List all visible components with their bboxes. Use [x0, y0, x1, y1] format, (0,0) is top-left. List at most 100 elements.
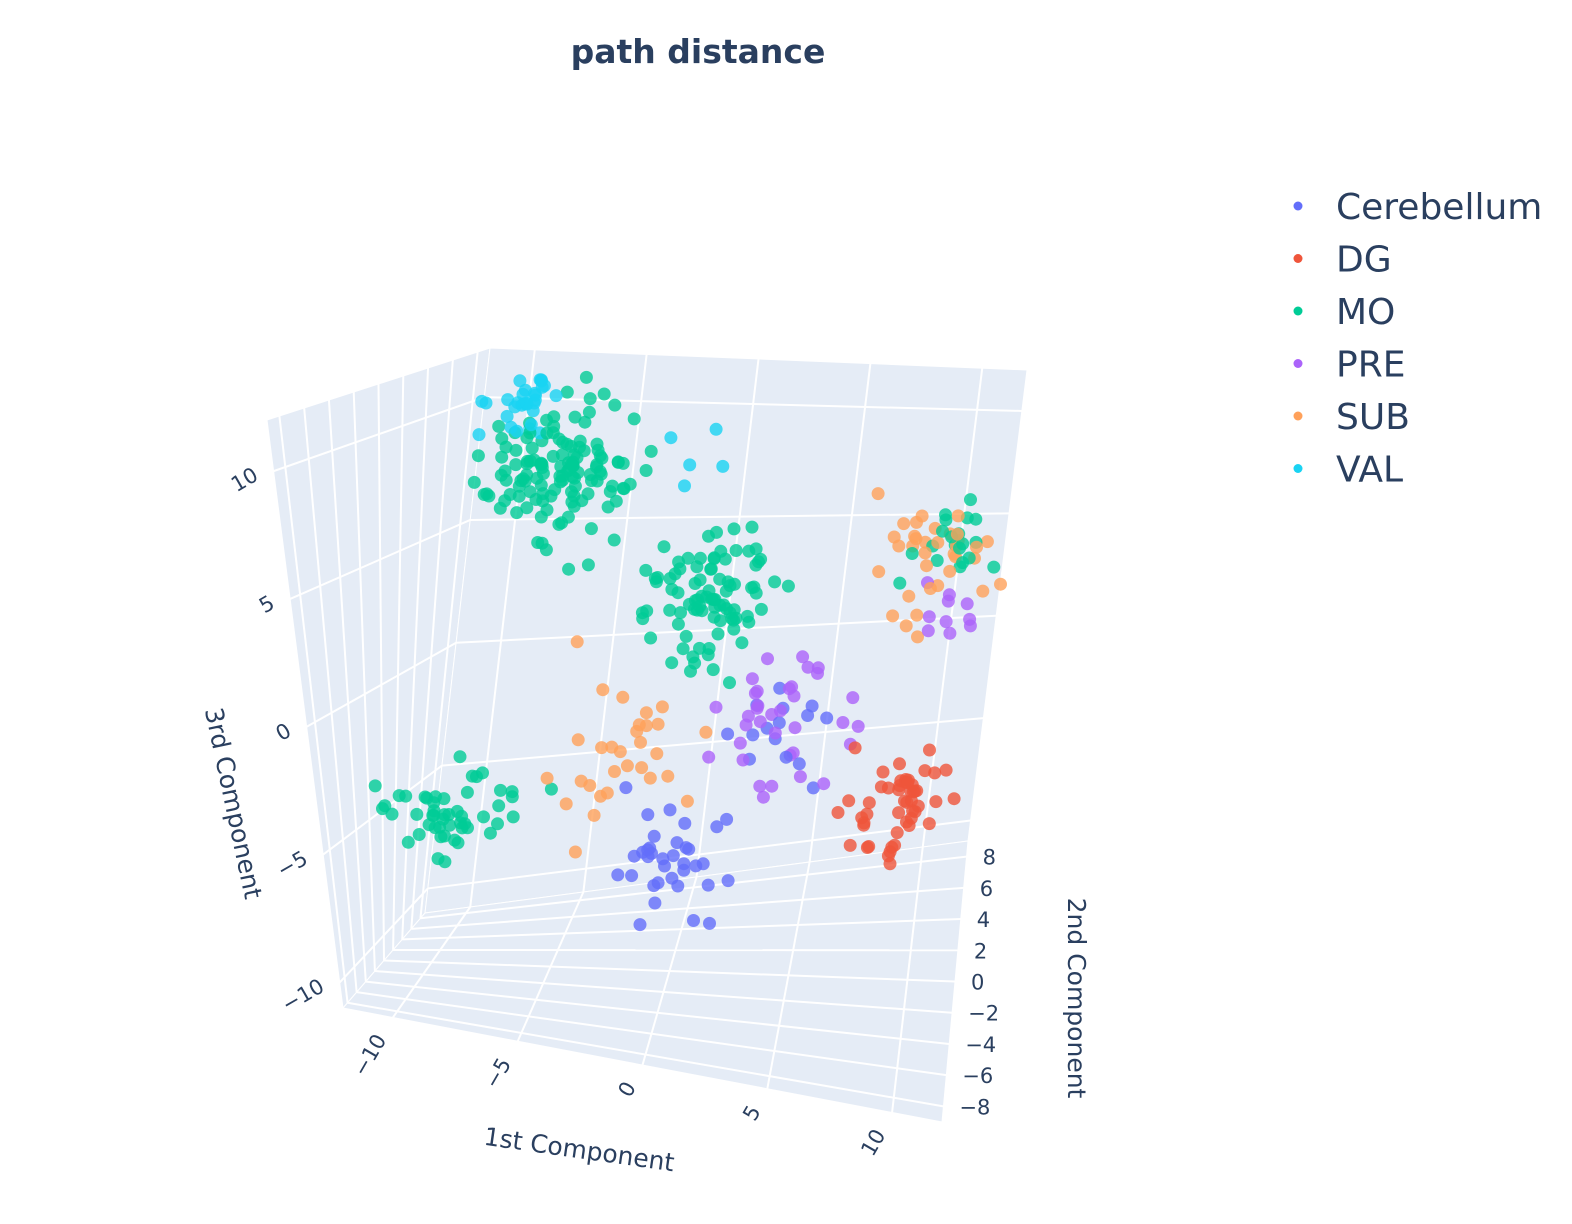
point-sub[interactable] [871, 487, 885, 501]
point-mo[interactable] [905, 547, 919, 560]
point-sub[interactable] [635, 761, 649, 775]
point-mo[interactable] [969, 512, 983, 526]
point-cerebellum[interactable] [647, 879, 661, 893]
point-pre[interactable] [750, 701, 764, 715]
point-sub[interactable] [650, 747, 664, 761]
point-sub[interactable] [923, 582, 937, 595]
point-val[interactable] [472, 428, 486, 442]
point-pre[interactable] [702, 750, 716, 764]
point-cerebellum[interactable] [820, 711, 834, 725]
point-sub[interactable] [571, 733, 585, 747]
point-dg[interactable] [906, 804, 920, 818]
point-mo[interactable] [673, 562, 687, 576]
point-mo[interactable] [636, 612, 650, 626]
point-mo[interactable] [665, 656, 679, 670]
point-cerebellum[interactable] [772, 716, 786, 730]
point-dg[interactable] [922, 817, 936, 831]
point-val[interactable] [549, 389, 563, 403]
point-mo[interactable] [410, 807, 424, 821]
point-dg[interactable] [929, 795, 943, 809]
point-pre[interactable] [756, 790, 770, 804]
point-mo[interactable] [509, 458, 523, 472]
point-mo[interactable] [714, 544, 728, 558]
point-mo[interactable] [498, 464, 512, 478]
point-mo[interactable] [567, 489, 581, 503]
point-mo[interactable] [433, 820, 447, 834]
point-mo[interactable] [663, 603, 677, 617]
point-cerebellum[interactable] [678, 816, 692, 830]
point-mo[interactable] [745, 520, 759, 534]
point-pre[interactable] [851, 719, 865, 733]
point-mo[interactable] [956, 556, 970, 570]
point-mo[interactable] [540, 503, 554, 517]
point-pre[interactable] [939, 615, 953, 629]
point-sub[interactable] [595, 741, 609, 755]
point-val[interactable] [500, 409, 514, 423]
point-mo[interactable] [987, 560, 1001, 574]
point-dg[interactable] [939, 763, 953, 777]
point-mo[interactable] [480, 487, 494, 501]
point-mo[interactable] [498, 494, 512, 508]
point-dg[interactable] [874, 780, 888, 794]
point-val[interactable] [511, 396, 525, 410]
point-sub[interactable] [540, 771, 554, 785]
point-mo[interactable] [412, 828, 426, 841]
point-cerebellum[interactable] [696, 857, 710, 871]
point-mo[interactable] [674, 606, 687, 620]
point-cerebellum[interactable] [641, 808, 655, 822]
point-cerebellum[interactable] [633, 918, 647, 932]
point-mo[interactable] [535, 461, 549, 474]
point-mo[interactable] [509, 443, 523, 457]
point-mo[interactable] [679, 629, 693, 643]
point-pre[interactable] [768, 726, 782, 740]
point-mo[interactable] [368, 779, 382, 793]
point-sub[interactable] [915, 509, 929, 523]
point-mo[interactable] [455, 809, 469, 823]
point-mo[interactable] [552, 517, 566, 531]
point-mo[interactable] [671, 586, 685, 600]
point-mo[interactable] [492, 799, 506, 813]
point-cerebellum[interactable] [805, 699, 819, 713]
point-mo[interactable] [657, 540, 671, 554]
point-dg[interactable] [881, 849, 895, 863]
point-mo[interactable] [505, 790, 519, 804]
point-pre[interactable] [709, 700, 723, 714]
point-dg[interactable] [857, 818, 871, 832]
point-cerebellum[interactable] [648, 896, 662, 910]
point-sub[interactable] [918, 546, 932, 560]
point-mo[interactable] [648, 572, 662, 585]
point-mo[interactable] [568, 410, 582, 424]
point-mo[interactable] [561, 510, 575, 524]
point-val[interactable] [664, 431, 678, 445]
point-mo[interactable] [582, 405, 596, 419]
point-mo[interactable] [607, 533, 621, 547]
point-mo[interactable] [590, 437, 604, 451]
point-pre[interactable] [748, 686, 762, 700]
point-mo[interactable] [491, 817, 504, 831]
point-pre[interactable] [811, 661, 825, 675]
point-mo[interactable] [418, 790, 432, 804]
point-sub[interactable] [596, 683, 610, 697]
point-pre[interactable] [782, 682, 796, 696]
legend-label-mo[interactable]: MO [1336, 292, 1395, 333]
point-dg[interactable] [848, 741, 862, 755]
point-mo[interactable] [953, 541, 966, 555]
point-mo[interactable] [385, 807, 399, 821]
point-pre[interactable] [960, 597, 974, 611]
point-mo[interactable] [535, 536, 549, 550]
point-pre[interactable] [739, 718, 753, 732]
point-mo[interactable] [578, 415, 592, 429]
point-pre[interactable] [788, 721, 802, 735]
point-dg[interactable] [928, 766, 942, 780]
point-cerebellum[interactable] [682, 842, 696, 856]
point-cerebellum[interactable] [611, 868, 625, 882]
point-cerebellum[interactable] [710, 820, 724, 834]
legend-label-cerebellum[interactable]: Cerebellum [1336, 187, 1542, 228]
point-sub[interactable] [639, 706, 653, 720]
point-mo[interactable] [467, 475, 481, 489]
point-pre[interactable] [943, 626, 957, 640]
point-pre[interactable] [761, 652, 774, 666]
point-mo[interactable] [520, 468, 534, 482]
point-cerebellum[interactable] [677, 863, 691, 877]
point-mo[interactable] [437, 792, 451, 806]
